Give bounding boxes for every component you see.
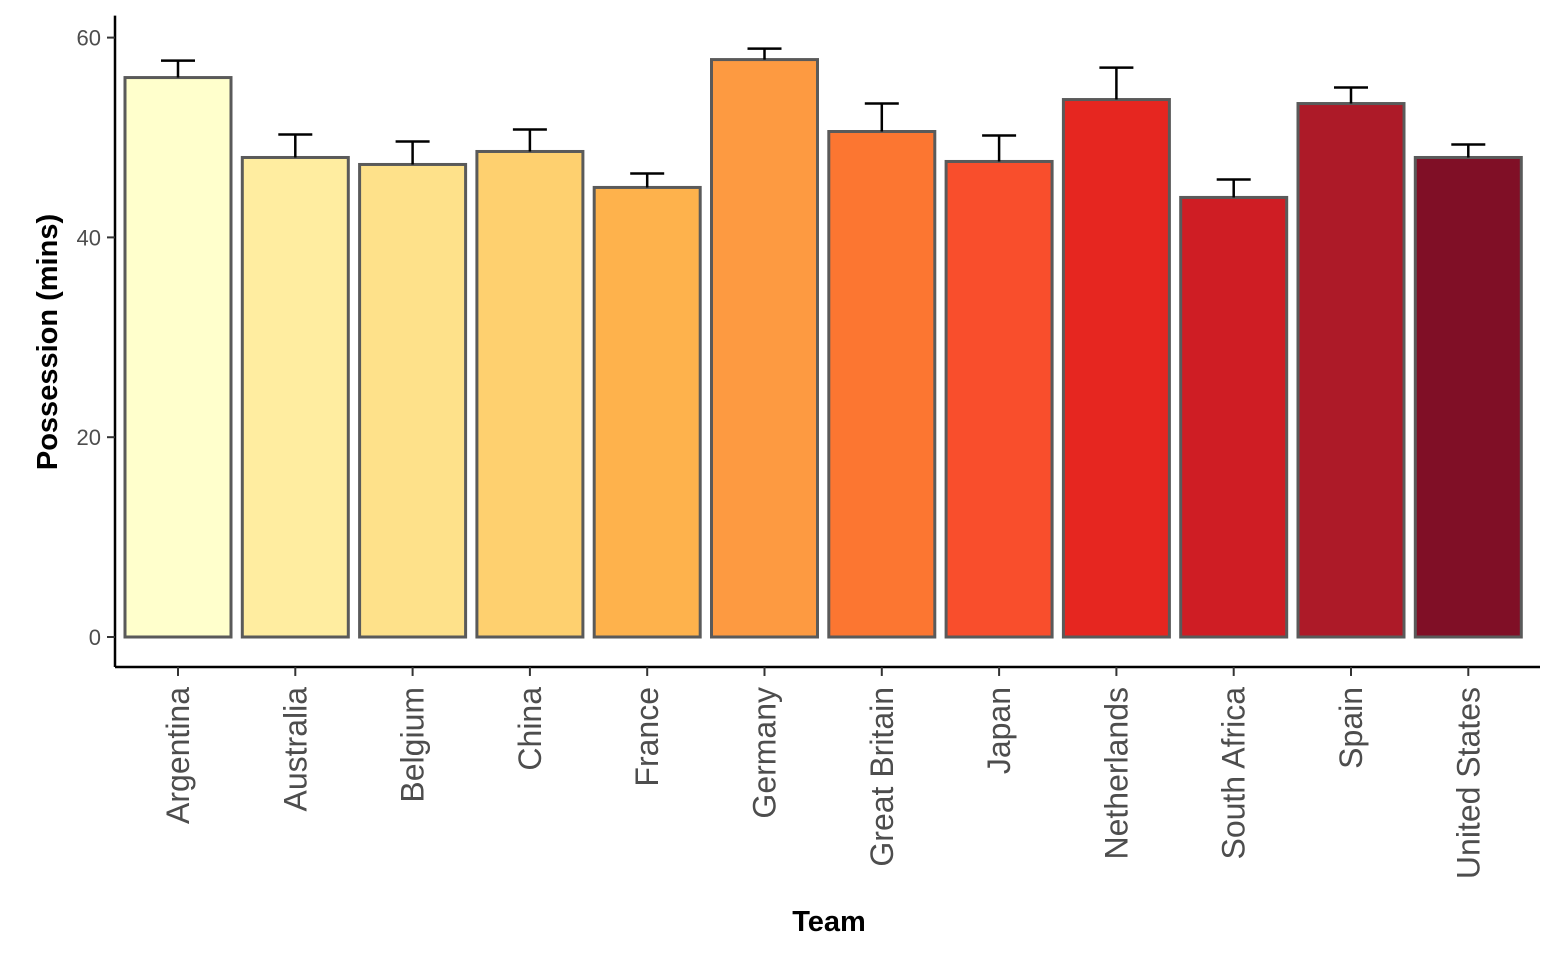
error-bar-belgium (395, 140, 430, 165)
x-tick-label: France (629, 687, 665, 787)
y-axis: 0 20 40 60 (77, 15, 117, 667)
y-tick-label: 0 (89, 625, 101, 650)
bar-belgium (358, 162, 468, 639)
x-tick-label: Netherlands (1098, 687, 1134, 860)
error-bar-south-africa (1216, 178, 1251, 198)
x-tick-label: Japan (981, 687, 1017, 774)
bar-japan (944, 159, 1054, 639)
bar-netherlands (1061, 98, 1171, 639)
x-tick-label: South Africa (1216, 687, 1252, 860)
bars-group (123, 58, 1523, 639)
x-axis: Argentina Australia Belgium China France Germ… (115, 665, 1540, 879)
bar-argentina (123, 76, 233, 639)
error-bar-netherlands (1099, 66, 1134, 100)
error-bar-germany (747, 47, 782, 60)
error-bar-argentina (161, 59, 195, 78)
error-bar-china (512, 128, 547, 152)
bar-great-britain (827, 130, 937, 639)
x-tick-label: United States (1450, 687, 1486, 879)
y-tick-label: 60 (77, 26, 101, 51)
error-bar-australia (278, 133, 313, 158)
error-bars-group (161, 47, 1486, 198)
x-tick-label: Spain (1333, 687, 1369, 769)
y-axis-title: Possession (mins) (32, 214, 64, 470)
bar-united-states (1413, 155, 1523, 639)
x-tick-label: Argentina (160, 687, 196, 824)
error-bar-japan (982, 134, 1017, 162)
y-tick-label: 20 (77, 425, 101, 450)
error-bar-united-states (1451, 143, 1486, 158)
error-bar-great-britain (864, 102, 899, 132)
bar-australia (240, 155, 350, 639)
bar-china (475, 149, 585, 639)
bar-south-africa (1179, 195, 1289, 639)
x-tick-label: Germany (747, 687, 783, 819)
error-bar-spain (1334, 86, 1368, 104)
y-tick-label: 40 (77, 225, 101, 250)
x-axis-title: Team (792, 906, 866, 938)
x-tick-label: Great Britain (864, 687, 900, 867)
x-tick-label: Belgium (395, 687, 431, 803)
x-tick-label: China (512, 687, 548, 771)
error-bar-france (630, 172, 665, 188)
bar-spain (1296, 102, 1406, 639)
bar-france (592, 185, 702, 639)
bar-germany (710, 58, 819, 639)
x-tick-label: Australia (277, 687, 313, 812)
